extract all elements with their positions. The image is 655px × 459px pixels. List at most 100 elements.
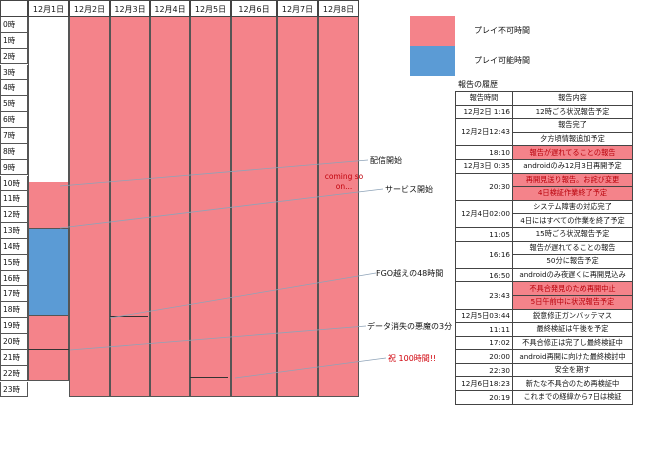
history-row: 20:19 これまでの経緯から7日は検証 bbox=[455, 390, 633, 405]
history-row: 12月6日18:23 新たな不具合のため再検証中 bbox=[455, 376, 633, 392]
day-column-7 bbox=[277, 17, 318, 398]
note-fgo: FGO越えの48時間 bbox=[376, 268, 444, 279]
legend-unplayable-label: プレイ不可時間 bbox=[474, 26, 530, 35]
history-content-cell: androidのみ12月3日再開予定 bbox=[512, 158, 633, 174]
history-time-cell: 20:19 bbox=[455, 390, 513, 405]
history-content-cell: 夕方頃情報追加予定 bbox=[512, 131, 633, 147]
history-col-time: 報告時間 bbox=[455, 91, 513, 106]
hour-label: 7時 bbox=[0, 127, 28, 144]
history-header-row: 報告時間 報告内容 bbox=[455, 91, 633, 106]
day1-unplayable-block bbox=[28, 182, 69, 229]
date-header-7: 12月7日 bbox=[277, 0, 318, 17]
history-row: 12月2日 1:16 12時ごろ状況報告予定 bbox=[455, 104, 633, 120]
day-column-3 bbox=[110, 17, 150, 398]
hour-label: 1時 bbox=[0, 32, 28, 49]
line-start-delivery bbox=[59, 159, 369, 187]
history-time-cell: 11:05 bbox=[455, 226, 513, 242]
hour-label: 17時 bbox=[0, 286, 28, 303]
coming-soon-text: coming so on... bbox=[324, 172, 364, 191]
date-header-3: 12月3日 bbox=[110, 0, 150, 17]
history-time-cell: 20:30 bbox=[455, 172, 513, 201]
history-time-cell: 12月6日18:23 bbox=[455, 376, 513, 392]
hour-label: 0時 bbox=[0, 17, 28, 33]
hour-label: 15時 bbox=[0, 254, 28, 271]
history-content-cell: 鋭意修正ガンバッテマス bbox=[512, 308, 633, 324]
history-row: 23:43 不具合発見のため再開中止 bbox=[455, 281, 633, 310]
history-content-cell: 再開見送り報告。お詫び変更 bbox=[512, 172, 633, 188]
day3-mark-line bbox=[110, 316, 148, 317]
date-header-1: 12月1日 bbox=[28, 0, 69, 17]
history-content-cell: android再開に向けた最終検討中 bbox=[512, 349, 633, 364]
note-start-service: サービス開始 bbox=[385, 184, 433, 195]
day-column-4 bbox=[150, 17, 190, 398]
history-content-cell: 4日検証作業終了予定 bbox=[512, 186, 633, 201]
history-col-content: 報告内容 bbox=[512, 91, 633, 106]
note-celebrate: 祝 100時間!! bbox=[388, 353, 437, 364]
date-header-6: 12月6日 bbox=[231, 0, 277, 17]
hour-label: 20時 bbox=[0, 334, 28, 350]
history-content-cell: システム障害の対応完了 bbox=[512, 199, 633, 215]
hour-label: 22時 bbox=[0, 365, 28, 382]
history-row: 20:00 android再開に向けた最終検討中 bbox=[455, 349, 633, 364]
history-row: 17:02 不具合修正は完了し最終検証中 bbox=[455, 335, 633, 351]
day-column-2 bbox=[69, 17, 110, 398]
legend-unplayable-swatch bbox=[410, 16, 455, 46]
line-celebrate bbox=[234, 357, 387, 379]
history-time-cell: 12月4日02:00 bbox=[455, 199, 513, 228]
history-time-cell: 16:16 bbox=[455, 240, 513, 269]
history-row: 16:50 androidのみ夜遅くに再開見込み bbox=[455, 267, 633, 283]
history-content-cell: 4日にはすべての作業を終了予定 bbox=[512, 213, 633, 228]
history-content-cell: 報告完了 bbox=[512, 118, 633, 133]
hour-label: 11時 bbox=[0, 191, 28, 208]
history-row: 20:30 再開見送り報告。お詫び変更 bbox=[455, 172, 633, 201]
history-content-cell: 報告が遅れてることの報告 bbox=[512, 145, 633, 160]
day-column-8 bbox=[318, 17, 359, 398]
hour-label: 12時 bbox=[0, 207, 28, 223]
header-corner bbox=[0, 0, 28, 17]
history-content-cell: 安全を期す bbox=[512, 362, 633, 378]
history-time-cell: 17:02 bbox=[455, 335, 513, 351]
day5-mark-line bbox=[190, 377, 228, 378]
hour-label: 13時 bbox=[0, 223, 28, 239]
date-header-5: 12月5日 bbox=[190, 0, 231, 17]
hour-label: 16時 bbox=[0, 270, 28, 287]
history-row: 22:30 安全を期す bbox=[455, 362, 633, 378]
history-time-cell: 12月2日 1:16 bbox=[455, 104, 513, 120]
history-content-cell: 不具合発見のため再開中止 bbox=[512, 281, 633, 296]
history-title: 報告の履歴 bbox=[458, 80, 498, 89]
history-content-cell: これまでの経緯から7日は検証 bbox=[512, 390, 633, 405]
day1-unplayable-block-2 bbox=[28, 316, 69, 381]
history-content-cell: androidのみ夜遅くに再開見込み bbox=[512, 267, 633, 283]
history-row: 12月4日02:00 システム障害の対応完了 bbox=[455, 199, 633, 228]
history-row: 11:05 15時ごろ状況報告予定 bbox=[455, 226, 633, 242]
day1-playable-block bbox=[28, 229, 69, 316]
note-data-loss: データ消失の悪魔の3分 bbox=[367, 321, 453, 332]
history-time-cell: 18:10 bbox=[455, 145, 513, 160]
history-content-cell: 50分に報告予定 bbox=[512, 254, 633, 269]
legend-playable-swatch bbox=[410, 46, 455, 76]
history-table: 報告時間 報告内容 12月2日 1:16 12時ごろ状況報告予定 12月2日12:4… bbox=[455, 91, 633, 405]
history-content-cell: 新たな不具合のため再検証中 bbox=[512, 376, 633, 392]
history-row: 12月2日12:43 報告完了 bbox=[455, 118, 633, 147]
history-time-cell: 11:11 bbox=[455, 322, 513, 337]
history-row: 12月3日 0:35 androidのみ12月3日再開予定 bbox=[455, 158, 633, 174]
date-header-4: 12月4日 bbox=[150, 0, 190, 17]
hour-label: 14時 bbox=[0, 238, 28, 255]
hour-label: 3時 bbox=[0, 64, 28, 81]
day1-mark-line bbox=[28, 349, 69, 350]
history-time-cell: 20:00 bbox=[455, 349, 513, 364]
hour-label: 4時 bbox=[0, 80, 28, 97]
history-time-cell: 16:50 bbox=[455, 267, 513, 283]
hour-label: 5時 bbox=[0, 96, 28, 113]
hour-label: 2時 bbox=[0, 48, 28, 65]
history-row: 16:16 報告が遅れてることの報告 bbox=[455, 240, 633, 269]
history-row: 12月5日03:44 鋭意修正ガンバッテマス bbox=[455, 308, 633, 324]
legend-playable-label: プレイ可能時間 bbox=[474, 56, 530, 65]
hour-label: 9時 bbox=[0, 159, 28, 176]
hour-label: 19時 bbox=[0, 318, 28, 334]
history-row: 4日検証作業終了予定 bbox=[456, 186, 633, 201]
day1-white-block bbox=[28, 17, 69, 182]
hour-label: 10時 bbox=[0, 175, 28, 192]
